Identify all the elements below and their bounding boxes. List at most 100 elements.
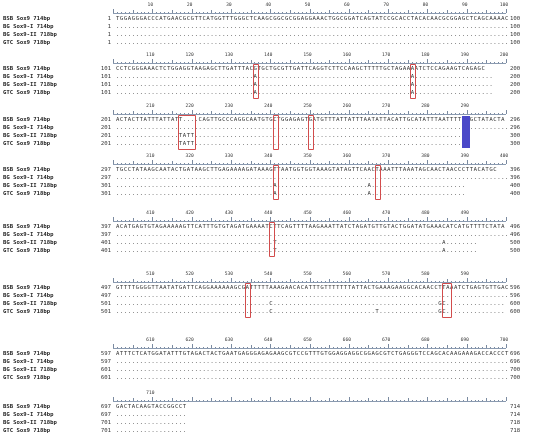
ruler-tick [254,61,256,63]
ruler-tick [447,161,448,164]
ruler-tick-label: 540 [264,272,273,277]
ruler-tick [443,112,444,114]
ruler-tick [262,61,263,63]
ruler-tick [360,219,362,221]
ruler-tick [494,162,495,164]
ruler-tick [344,219,346,221]
ruler-tick [120,112,122,114]
row-start-position: 101 [100,74,111,80]
ruler-tick [297,219,299,221]
ruler-tick [309,160,311,164]
ruler-tick [124,112,126,114]
row-end-position: 296 [510,125,521,131]
ruler-tick [309,59,311,63]
ruler-tick [313,11,315,13]
ruler-tick-label: 70 [383,3,389,8]
ruler-tick [419,112,421,114]
ruler-tick [392,61,393,63]
ruler-tick [443,219,444,221]
ruler-tick [490,112,491,114]
ruler-tick [207,399,208,401]
ruler-tick [211,161,212,164]
ruler-tick [203,346,204,348]
ruler-tick [399,112,401,114]
ruler-tick [482,346,483,348]
ruler-tick [195,219,197,221]
ruler-tick [364,280,366,282]
ruler-tick [317,280,318,282]
sequence-text: .................. [116,428,187,434]
ruler-tick [203,61,204,63]
row-end-position: 696 [510,359,521,365]
ruler-tick-label: 460 [342,211,351,216]
sequence-text: ........................................… [116,375,509,381]
ruler-tick [494,61,495,63]
ruler-tick [301,399,303,401]
ruler-tick [466,397,468,401]
row-start-position: 697 [100,412,111,418]
ruler-tick [175,280,177,282]
ruler-tick [415,346,417,348]
ruler-tick [164,399,165,401]
ruler-tick [462,280,464,282]
ruler-tick-label: 10 [147,3,154,8]
ruler-tick [352,399,354,401]
ruler-tick [274,112,275,114]
ruler-tick [490,346,491,348]
ruler-tick [325,219,326,221]
ruler-tick [211,111,212,114]
ruler-tick [380,11,381,13]
ruler-tick [285,11,287,13]
ruler-tick [171,60,173,63]
ruler-tick [337,399,338,401]
ruler-tick [281,346,283,348]
ruler-tick [289,345,291,348]
ruler-tick [376,346,377,348]
ruler-tick [317,219,318,221]
ruler-tick [242,399,244,401]
ruler-tick [506,59,507,63]
row-end-position: 300 [510,133,521,139]
ruler-tick [191,217,193,221]
row-end-position: 596 [510,285,521,291]
ruler-tick [305,280,307,282]
ruler-tick [431,399,432,401]
row-end-position: 200 [510,90,521,96]
ruler-tick [211,398,212,401]
ruler-tick [215,162,216,164]
ruler-tick [431,112,432,114]
ruler-tick [191,9,193,13]
ruler-tick [136,61,138,63]
ruler-tick [132,345,134,348]
ruler-tick [470,219,472,221]
row-start-position: 101 [100,82,111,88]
sequence-text: TGCCTATAAGCAATACTGATAAGCTTGAGAAAAGATAAAG… [116,167,498,173]
ruler-tick [458,346,460,348]
ruler-tick [403,11,405,13]
ruler-tick [486,161,487,164]
ruler-tick [309,278,311,282]
ruler-tick [443,11,444,13]
sequence-name: GTC Sox9 718bp [3,428,51,434]
ruler-tick [140,399,142,401]
ruler-tick [285,346,287,348]
sequence-name: GTC Sox9 718bp [3,90,51,96]
ruler-tick [116,280,118,282]
ruler-tick [160,162,161,164]
row-end-position: 300 [510,141,521,147]
ruler-tick [427,278,428,282]
ruler-tick [411,162,413,164]
ruler-tick [340,219,342,221]
ruler-tick [128,346,130,348]
row-start-position: 401 [100,248,111,254]
ruler-tick [120,346,122,348]
ruler-tick [246,346,248,348]
sequence-text: ........................................… [116,367,509,373]
ruler-tick [187,280,189,282]
ruler-tick [372,219,373,221]
alignment-row: BG Sox9-II 718bp 401.....................… [3,240,548,247]
ruler-tick [238,11,240,13]
ruler-tick [411,112,413,114]
ruler-tick [136,11,138,13]
ruler-tick [278,11,279,13]
